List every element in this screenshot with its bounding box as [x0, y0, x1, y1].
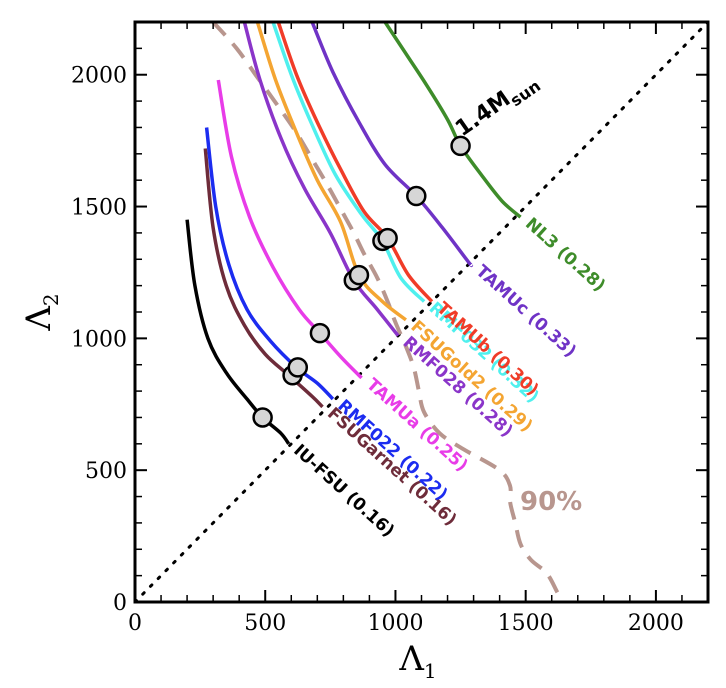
x-tick-label: 1500	[498, 611, 554, 636]
x-tick-label: 1000	[367, 611, 423, 636]
y-tick-label: 1000	[71, 327, 127, 352]
diagonal-line	[135, 22, 708, 602]
marker-fsugold2	[348, 264, 370, 286]
marker-tamuc	[406, 185, 427, 207]
marker-tamub	[377, 227, 398, 249]
marker-layer	[252, 135, 471, 428]
y-tick-label: 2000	[71, 64, 127, 89]
x-tick-label: 2000	[628, 611, 684, 636]
curve-tamuc	[310, 22, 474, 268]
x-tick-label: 500	[244, 611, 286, 636]
tick-layer: 0 500 1000 1500 2000 0 500 1000 1500 2000	[71, 21, 709, 636]
credible-region-label: 90%	[520, 487, 582, 517]
y-tick-label: 1500	[71, 196, 127, 221]
curve-tamub	[276, 22, 434, 303]
curve-rmf022	[204, 127, 335, 401]
curve-rmf028	[242, 22, 400, 337]
curve-nl3	[383, 22, 522, 219]
y-tick-label: 500	[85, 459, 127, 484]
marker-nl3	[450, 135, 471, 157]
marker-tamua	[309, 322, 331, 344]
x-tick-label: 0	[128, 611, 142, 636]
curve-fsugold2	[255, 22, 407, 322]
plot-area	[135, 22, 708, 602]
curve-tamua	[216, 79, 363, 380]
x-axis-title: Λ1	[398, 639, 436, 683]
y-axis-title: Λ2	[19, 293, 63, 331]
curve-fsugarnet	[203, 148, 324, 409]
curve-rmf032	[271, 22, 426, 303]
y-tick-label: 0	[113, 591, 127, 616]
marker-rmf022	[287, 357, 309, 378]
curve-iu-fsu	[185, 219, 291, 445]
credible-region-curve	[211, 22, 564, 602]
marker-iu-fsu	[252, 407, 273, 428]
